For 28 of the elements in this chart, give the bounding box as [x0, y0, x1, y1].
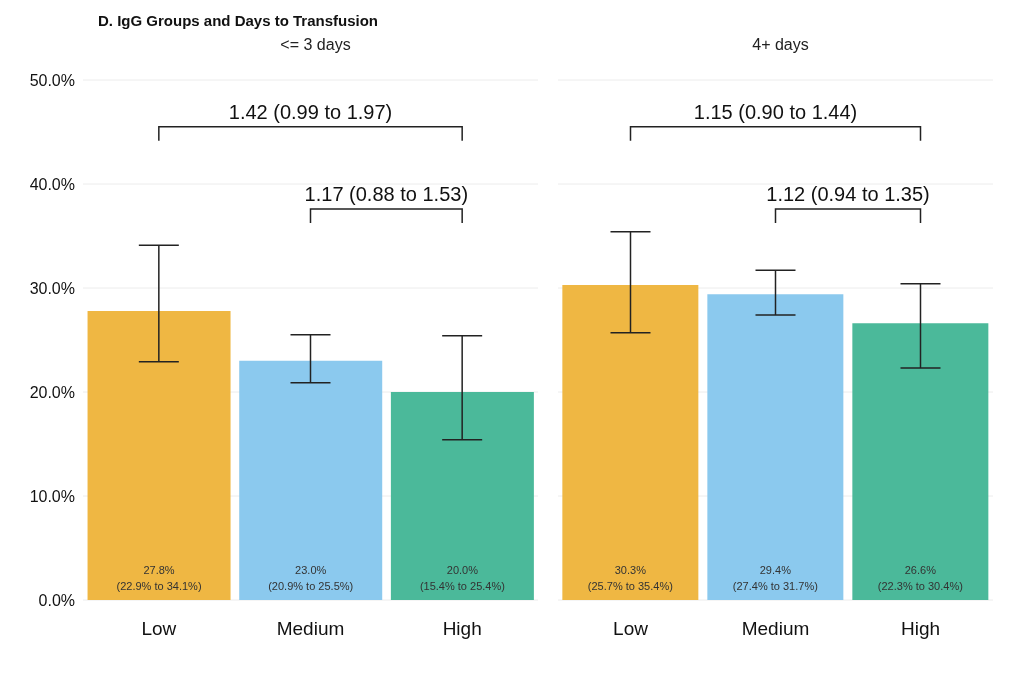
y-tick-label: 20.0%	[29, 383, 75, 401]
y-tick-label: 40.0%	[29, 175, 75, 193]
data-label: 30.3% (25.7% to 35.4%)	[587, 564, 673, 592]
x-tick-label: High	[900, 618, 941, 640]
annotation: 1.17 (0.88 to 1.53)	[304, 182, 469, 205]
x-tick-label: Medium	[276, 618, 345, 640]
data-label: 20.0% (15.4% to 25.4%)	[419, 564, 505, 592]
chart-title: D. IgG Groups and Days to Transfusion	[97, 11, 380, 31]
x-tick-label: Low	[141, 618, 177, 640]
y-tick-label: 30.0%	[29, 279, 75, 297]
annotation: 1.12 (0.94 to 1.35)	[766, 182, 930, 205]
data-label: 29.4% (27.4% to 31.7%)	[732, 564, 818, 592]
annotation: 1.42 (0.99 to 1.97)	[228, 100, 393, 123]
annotation: 1.15 (0.90 to 1.44)	[693, 100, 858, 123]
x-tick-label: High	[442, 618, 482, 640]
chart-subtitle: <= 3 days	[279, 36, 352, 55]
chart-subtitle: 4+ days	[751, 36, 810, 55]
data-label: 26.6% (22.3% to 30.4%)	[877, 564, 963, 592]
x-tick-label: Medium	[741, 618, 810, 640]
y-tick-label: 0.0%	[38, 591, 75, 609]
x-tick-label: Low	[613, 618, 649, 640]
data-label: 27.8% (22.9% to 34.1%)	[116, 564, 202, 592]
data-label: 23.0% (20.9% to 25.5%)	[268, 564, 354, 592]
bar	[390, 392, 534, 600]
bar	[87, 310, 231, 600]
bar	[239, 360, 383, 600]
y-tick-label: 10.0%	[29, 487, 75, 505]
y-tick-label: 50.0%	[29, 71, 75, 89]
